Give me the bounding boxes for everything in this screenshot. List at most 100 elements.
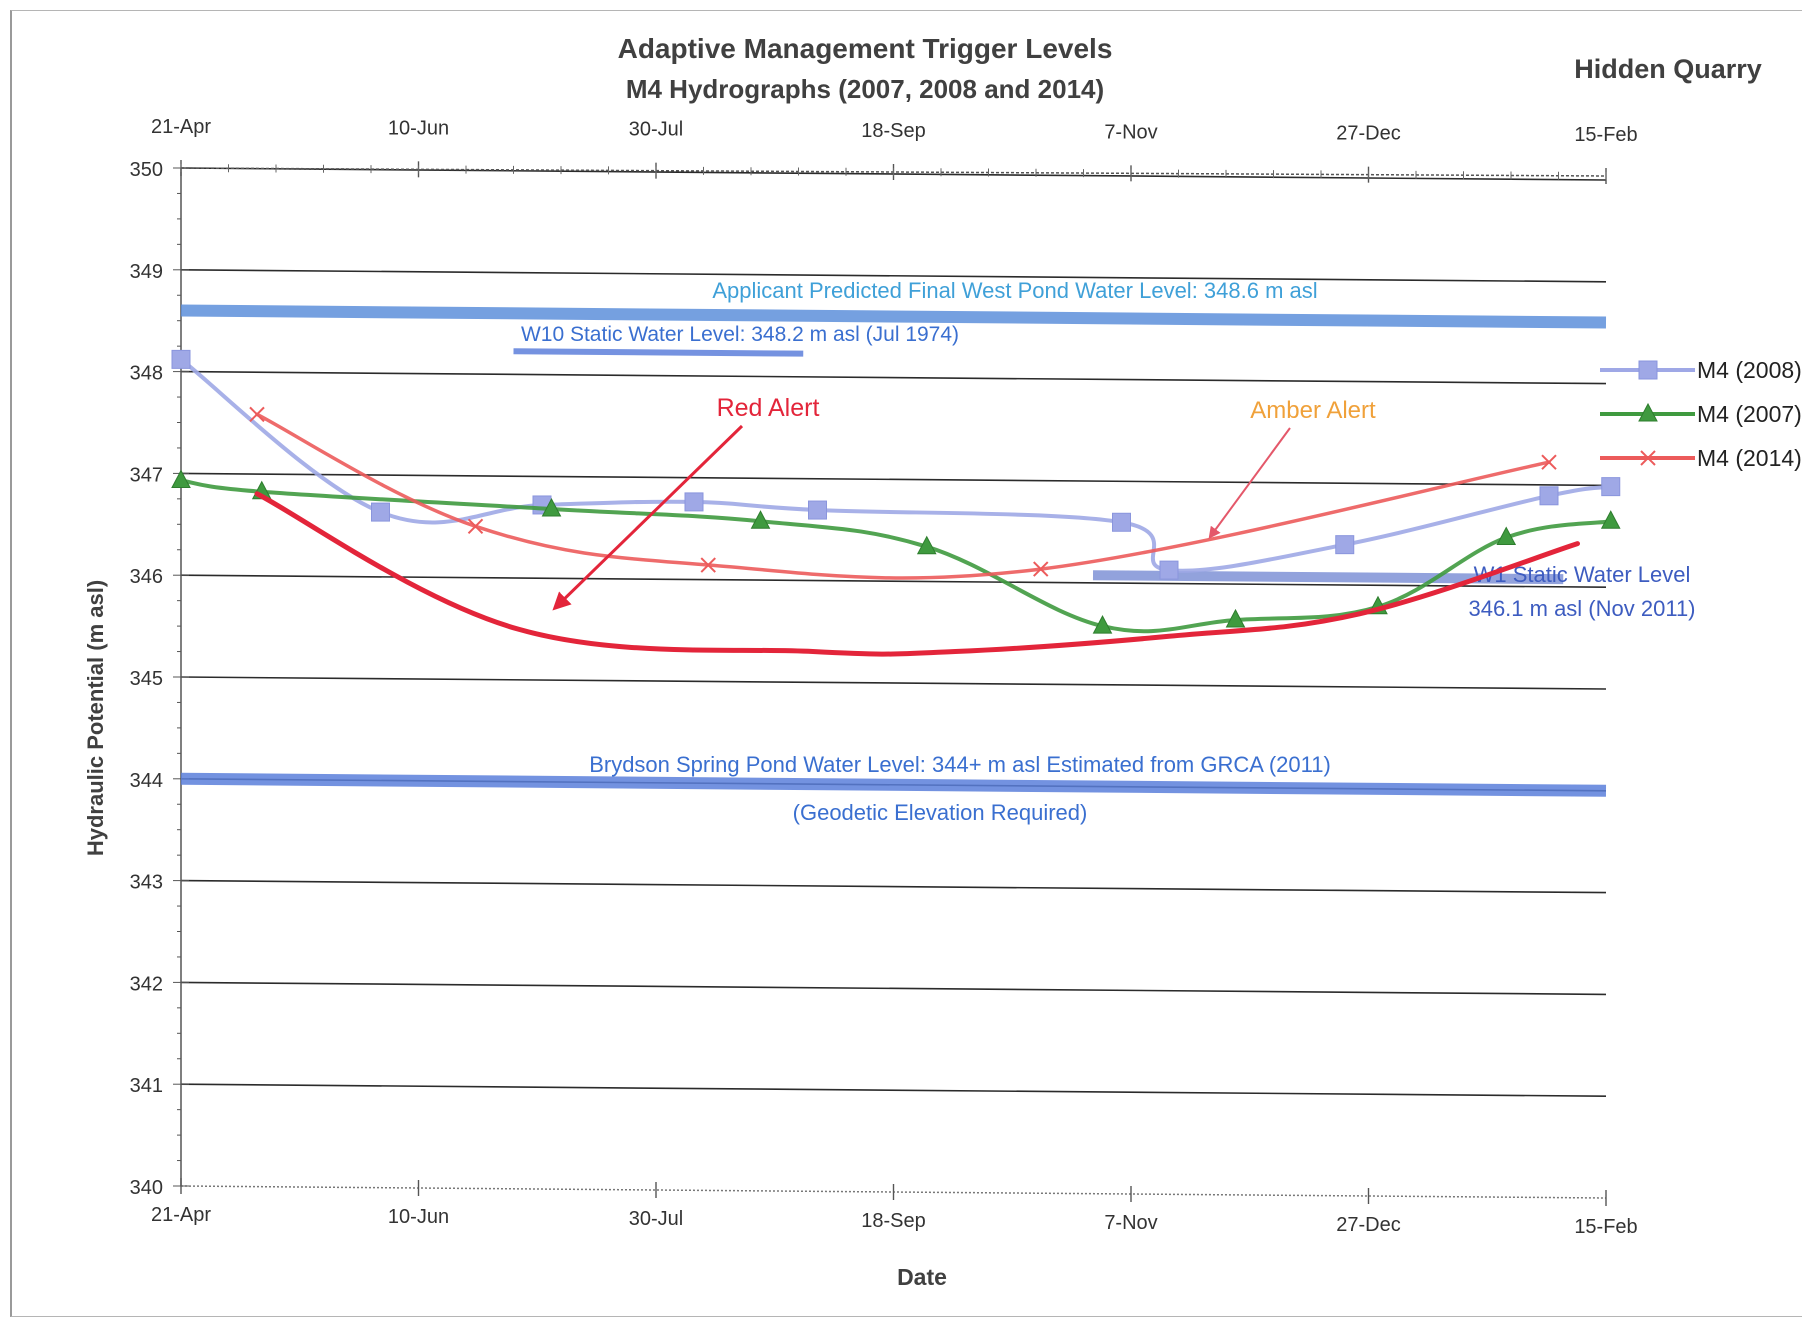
annotation-arrow-red <box>552 424 744 611</box>
x-tick-label-top: 21-Apr <box>151 116 211 138</box>
data-point-m4-2008 <box>1112 512 1131 532</box>
series-line-m4-2007 <box>179 478 1613 634</box>
y-tick-label: 344 <box>130 770 163 792</box>
data-point-m4-2014 <box>249 406 265 423</box>
reference-label-w10: W10 Static Water Level: 348.2 m asl (Jul… <box>521 323 959 346</box>
legend-item-m4-2014: M4 (2014) <box>1600 445 1802 471</box>
data-point-m4-2014 <box>1541 454 1557 470</box>
reference-label-brydson-line2: (Geodetic Elevation Required) <box>793 800 1088 825</box>
data-point-m4-2008 <box>371 502 390 522</box>
legend-label: M4 (2008) <box>1697 357 1802 383</box>
series-line-m4-2008 <box>179 357 1613 573</box>
legend-label: M4 (2014) <box>1697 445 1802 471</box>
x-tick-label-top: 10-Jun <box>388 117 449 139</box>
annotation-red-alert: Red Alert <box>717 394 820 422</box>
data-point-m4-2007 <box>1092 615 1113 634</box>
series-m4-2014 <box>249 406 1557 580</box>
x-axis-label: Date <box>897 1264 947 1290</box>
data-point-m4-2007 <box>916 535 937 555</box>
series-red-alert <box>254 491 1580 657</box>
site-label: Hidden Quarry <box>1574 54 1762 84</box>
x-tick-label-top: 15-Feb <box>1574 124 1637 146</box>
gridline-y-343 <box>180 879 1607 894</box>
data-point-m4-2007 <box>750 510 771 529</box>
y-tick-label: 347 <box>130 464 163 486</box>
reference-label-w1: W1 Static Water Level <box>1474 562 1691 587</box>
marker-stroke <box>1541 454 1557 470</box>
data-point-m4-2008 <box>684 492 704 512</box>
gridline-y-349 <box>180 269 1607 283</box>
x-tick-label-top: 7-Nov <box>1104 121 1157 143</box>
data-point-m4-2008 <box>1539 486 1559 506</box>
y-tick-label: 342 <box>130 973 163 995</box>
y-tick-label: 341 <box>130 1075 163 1097</box>
legend-swatch-marker <box>1640 450 1656 466</box>
x-tick-label-bottom: 21-Apr <box>151 1204 211 1226</box>
y-tick-label: 346 <box>130 566 163 588</box>
y-tick-label: 343 <box>130 872 163 894</box>
series-line-red-alert <box>254 491 1580 657</box>
reference-line-3 <box>180 772 1607 797</box>
x-tick-label-bottom: 15-Feb <box>1574 1216 1637 1238</box>
y-tick-label: 348 <box>130 363 163 385</box>
data-series <box>171 349 1621 657</box>
data-point-m4-2007 <box>1496 526 1517 546</box>
data-point-m4-2014 <box>700 557 716 573</box>
reference-label-west-pond: Applicant Predicted Final West Pond Wate… <box>712 278 1317 303</box>
legend: M4 (2008) M4 (2007) M4 (2014) <box>1600 357 1802 471</box>
annotations: Red Alert Amber Alert <box>552 394 1376 611</box>
annotation-amber-alert: Amber Alert <box>1250 397 1376 424</box>
marker-stroke <box>700 557 716 573</box>
data-point-m4-2008 <box>1601 477 1621 497</box>
reference-label-brydson: Brydson Spring Pond Water Level: 344+ m … <box>589 752 1331 777</box>
marker-stroke <box>467 518 484 535</box>
legend-swatch-marker <box>1638 360 1658 380</box>
x-tick-label-bottom: 10-Jun <box>388 1206 449 1228</box>
reference-line-1 <box>513 348 804 357</box>
data-point-m4-2007 <box>171 469 191 489</box>
gridline-y-342 <box>180 981 1607 996</box>
marker-stroke <box>1033 561 1049 577</box>
legend-item-m4-2007: M4 (2007) <box>1600 401 1802 427</box>
y-tick-label: 349 <box>130 261 163 283</box>
x-tick-label-bottom: 7-Nov <box>1104 1212 1157 1234</box>
y-tick-label: 340 <box>130 1177 163 1199</box>
gridline-y-346 <box>180 574 1607 588</box>
data-point-m4-2007 <box>1600 510 1621 529</box>
chart-subtitle: M4 Hydrographs (2007, 2008 and 2014) <box>626 74 1104 104</box>
legend-item-m4-2008: M4 (2008) <box>1600 357 1802 383</box>
chart-title: Adaptive Management Trigger Levels <box>618 33 1113 64</box>
data-point-m4-2008 <box>1159 560 1179 580</box>
marker-stroke <box>249 406 265 423</box>
legend-swatch-marker <box>1638 402 1658 422</box>
gridline-y-347 <box>180 472 1607 487</box>
data-point-m4-2008 <box>1335 535 1355 555</box>
series-line-m4-2014 <box>255 412 1551 580</box>
page-frame <box>10 10 1802 1317</box>
y-tick-label: 350 <box>130 159 163 181</box>
axes: 340 341 342 343 344 345 346 347 348 349 350 21-Apr 2… <box>130 116 1638 1238</box>
marker-stroke <box>1640 450 1656 466</box>
data-point-m4-2014 <box>467 518 484 535</box>
y-axis-label: Hydraulic Potential (m asl) <box>83 580 108 856</box>
series-m4-2008 <box>171 349 1621 580</box>
gridline-y-348 <box>180 370 1607 385</box>
data-point-m4-2007 <box>541 497 562 517</box>
x-tick-label-top: 30-Jul <box>629 119 683 141</box>
data-point-m4-2008 <box>171 349 191 369</box>
x-tick-label-bottom: 18-Sep <box>861 1210 926 1232</box>
annotation-arrow-amber <box>1208 427 1291 539</box>
legend-label: M4 (2007) <box>1697 401 1802 427</box>
gridline-y-345 <box>180 676 1607 690</box>
reference-label-w1-line2: 346.1 m asl (Nov 2011) <box>1468 596 1695 621</box>
x-tick-label-top: 27-Dec <box>1336 123 1400 145</box>
data-point-m4-2008 <box>808 500 827 520</box>
x-tick-label-top: 18-Sep <box>861 120 926 142</box>
y-tick-label: 345 <box>130 668 163 690</box>
data-point-m4-2007 <box>1225 608 1246 628</box>
gridline-y-341 <box>180 1083 1607 1097</box>
reference-line-0 <box>180 304 1607 329</box>
x-tick-label-bottom: 27-Dec <box>1336 1214 1400 1236</box>
x-tick-label-bottom: 30-Jul <box>629 1208 683 1230</box>
